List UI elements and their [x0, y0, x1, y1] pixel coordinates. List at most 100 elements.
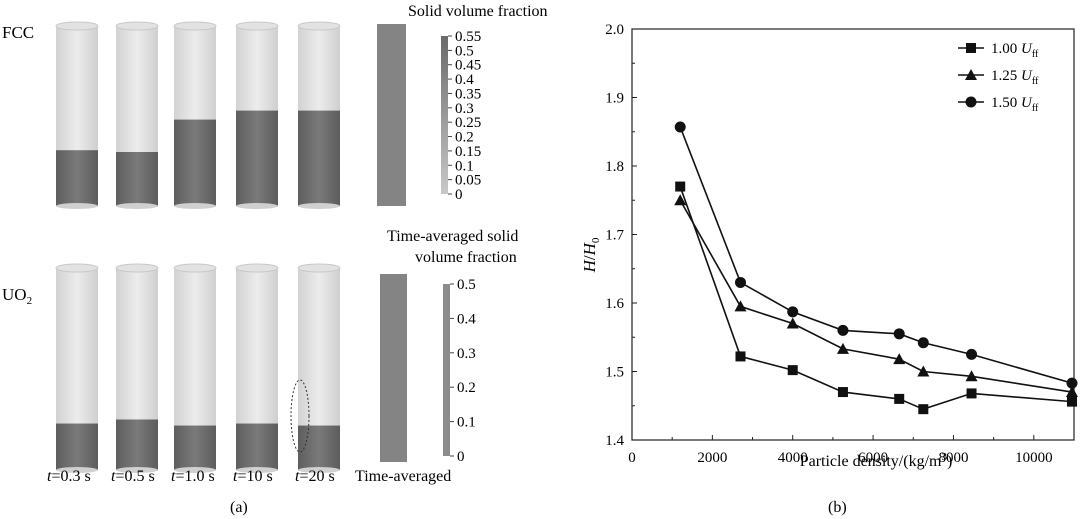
fcc-cylinder-4: [235, 21, 279, 209]
x-label-end: ): [947, 453, 952, 470]
cylinder-top-cap: [297, 21, 341, 31]
x-tick-label: 4000: [778, 450, 808, 466]
cylinder-bottom-cap: [298, 467, 340, 473]
uo2-label-sub: 2: [27, 295, 33, 307]
particle-bed: [236, 110, 278, 206]
cylinder-bottom-cap: [56, 203, 98, 209]
series-layer: [674, 121, 1078, 415]
data-point-square: [1066, 396, 1077, 407]
colorbar-tick-label: 0.2: [455, 130, 474, 146]
x-tick-label: 0: [628, 450, 636, 466]
data-point-square: [787, 365, 798, 376]
cylinder-top-cap: [235, 21, 279, 31]
particle-bed: [56, 150, 98, 206]
cylinder-top-cap: [55, 21, 99, 31]
time-label: t=0.3 s: [47, 468, 91, 485]
series-line: [679, 199, 1073, 393]
uo2-cylinder-3: [173, 263, 217, 473]
particle-bed: [298, 425, 340, 470]
data-point-triangle: [786, 317, 799, 329]
bubble-highlight-ellipse: [290, 379, 310, 453]
particle-bed: [236, 423, 278, 470]
fcc-cylinder-3: [173, 21, 217, 209]
legend-value: 1.25: [991, 68, 1021, 84]
data-point-triangle: [965, 69, 977, 80]
data-point-circle: [787, 306, 799, 318]
particle-bed: [116, 152, 158, 206]
y-label-h0: H: [580, 241, 599, 256]
series-circle: [674, 121, 1078, 389]
y-tick-label: 1.9: [605, 91, 624, 107]
data-point-circle: [893, 328, 905, 340]
x-label-sup: 3: [941, 451, 947, 463]
uo2-label-main: UO: [2, 285, 27, 304]
data-point-square: [918, 404, 929, 415]
cylinder-top-cap: [235, 263, 279, 273]
colorbar-tick-label: 0.5: [455, 43, 474, 59]
fcc-cylinder-row: [55, 21, 341, 209]
colorbar-tick-label: 0.4: [455, 72, 474, 88]
cylinder-bottom-cap: [174, 467, 216, 473]
cylinder-bottom-cap: [56, 467, 98, 473]
data-point-triangle: [917, 365, 930, 377]
legend-label: 1.50 Uff: [991, 95, 1039, 114]
time-label-value: =0.5 s: [115, 468, 154, 485]
time-label-value: =1.0 s: [175, 468, 214, 485]
y-tick-label: 1.6: [605, 296, 624, 312]
panel-a-figure: FCC UO2 Solid volume fraction 0.550.50.4…: [2, 3, 548, 516]
fcc-cylinder-2: [115, 21, 159, 209]
series-line: [679, 186, 1073, 411]
colorbar-tick-label: 0.35: [455, 86, 481, 102]
caption-a: (a): [230, 499, 248, 516]
legend: 1.00 Uff 1.25 Uff 1.50 Uff: [958, 41, 1039, 114]
x-tick-label: 10000: [1015, 450, 1052, 466]
legend-label: 1.25 Uff: [991, 68, 1039, 87]
legend-subscript: ff: [1032, 49, 1039, 60]
time-label: t=10 s: [233, 468, 273, 485]
particle-bed: [174, 425, 216, 470]
cylinder-bottom-cap: [298, 203, 340, 209]
x-label-main: Particle density/(kg/m: [800, 453, 942, 470]
plot-frame: [631, 28, 1075, 441]
y-tick-label: 1.4: [605, 433, 624, 449]
uo2-label: UO2: [2, 285, 32, 307]
y-tick-label: 1.8: [605, 159, 624, 175]
data-point-triangle: [893, 353, 906, 365]
uo2-cylinder-row: [55, 263, 341, 473]
legend-symbol: U: [1021, 95, 1033, 111]
cylinder-top-cap: [115, 263, 159, 273]
uo2-cylinder-1: [55, 263, 99, 473]
colorbar-tick-label: 0.1: [457, 415, 476, 431]
series-line: [679, 126, 1073, 384]
cylinder-bottom-cap: [236, 203, 278, 209]
colorbar-tick-label: 0: [455, 187, 463, 203]
time-labels: t=0.3 s t=0.5 s t=1.0 s t=10 s t=20 s: [47, 468, 335, 485]
colorbar-tick-label: 0.2: [457, 380, 476, 396]
time-label: t=1.0 s: [171, 468, 215, 485]
particle-bed: [174, 119, 216, 206]
cylinder-bottom-cap: [236, 467, 278, 473]
colorbar2-title-line2: volume fraction: [415, 249, 517, 266]
colorbar1-title: Solid volume fraction: [408, 3, 548, 20]
cylinder-top-cap: [115, 21, 159, 31]
series-triangle: [674, 194, 1078, 398]
time-label-t: t: [233, 468, 238, 485]
colorbar-tick-label: 0.05: [455, 173, 481, 189]
time-label-value: =0.3 s: [51, 468, 90, 485]
particle-bed: [116, 419, 158, 470]
legend-subscript: ff: [1032, 76, 1039, 87]
data-point-circle: [837, 324, 849, 336]
colorbar1: [441, 36, 448, 194]
y-ticks: 1.4 1.5 1.6 1.7 1.8 1.9 2.0: [605, 22, 637, 449]
y-tick-label: 2.0: [605, 22, 624, 38]
data-point-triangle: [674, 194, 687, 206]
data-point-circle: [966, 348, 978, 360]
time-averaged-image-fcc: [377, 24, 406, 206]
time-averaged-image-uo2: [380, 274, 407, 462]
legend-entry: 1.00 Uff: [958, 41, 1039, 60]
data-point-triangle: [965, 370, 978, 382]
uo2-cylinder-5: [297, 263, 341, 473]
y-label-slash: /: [580, 255, 599, 260]
colorbar-tick-label: 0.3: [455, 101, 474, 117]
time-label-t: t: [111, 468, 116, 485]
